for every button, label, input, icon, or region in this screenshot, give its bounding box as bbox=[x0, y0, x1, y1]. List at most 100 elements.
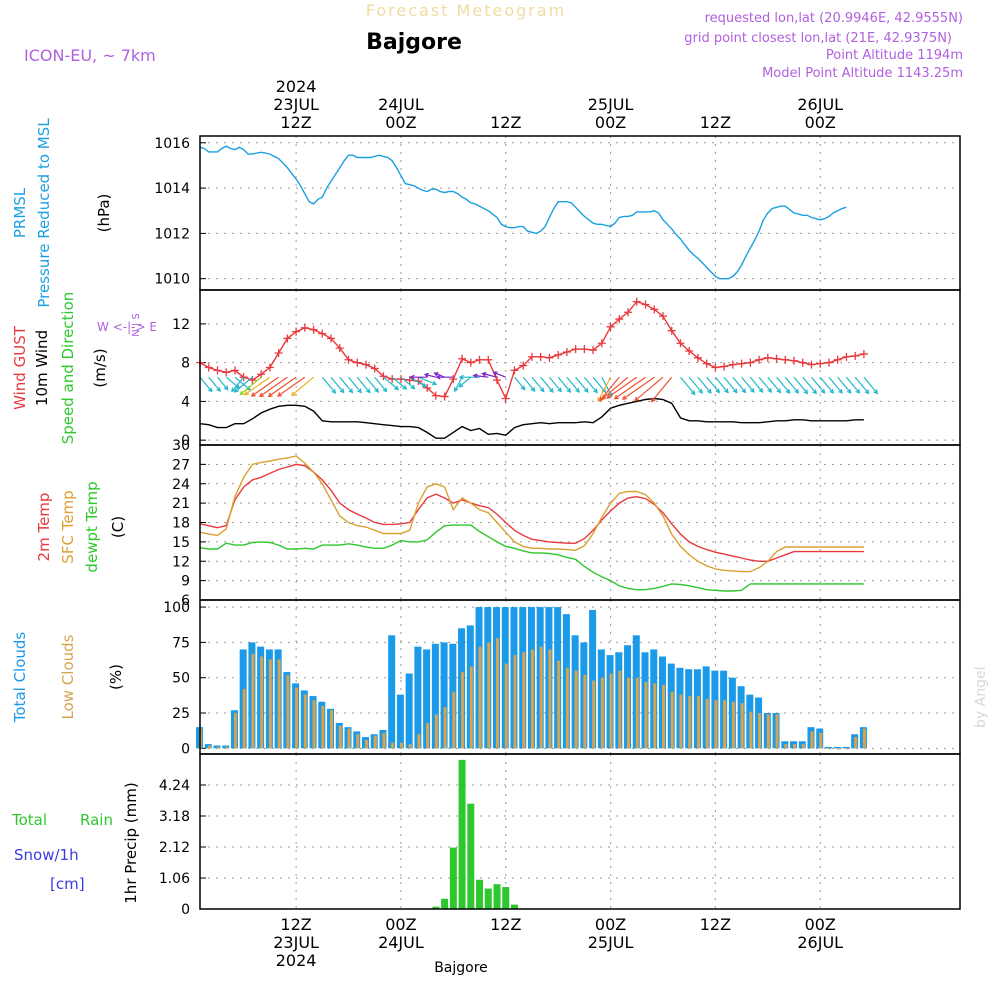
low-cloud-bar bbox=[312, 700, 316, 749]
y-tick-label: 75 bbox=[172, 635, 190, 651]
gust-marker bbox=[327, 334, 336, 343]
gust-marker bbox=[510, 366, 519, 375]
gust-marker bbox=[606, 322, 615, 331]
low-cloud-bar bbox=[417, 734, 421, 749]
low-cloud-bar bbox=[260, 656, 264, 749]
gust-marker bbox=[554, 350, 563, 359]
gust-marker bbox=[728, 360, 737, 369]
y-tick-label: 2.12 bbox=[159, 840, 190, 856]
rain-bar bbox=[458, 759, 466, 909]
header-point-altitude: Point Altitude 1194m bbox=[826, 48, 963, 63]
gust-marker bbox=[379, 372, 388, 381]
total-cloud-bar bbox=[842, 746, 850, 749]
y-tick-label: 8 bbox=[181, 356, 190, 372]
wind-arrow bbox=[233, 376, 253, 393]
total-cloud-bar bbox=[405, 673, 413, 749]
wind-arrow bbox=[583, 376, 598, 394]
gust-marker bbox=[580, 345, 589, 354]
wind-arrow bbox=[208, 376, 221, 392]
panel-label: Total Clouds bbox=[11, 632, 29, 724]
y-tick-label: 25 bbox=[172, 706, 190, 722]
gust-marker bbox=[431, 391, 440, 400]
wind-arrow bbox=[557, 376, 572, 393]
low-cloud-bar bbox=[635, 677, 639, 749]
wind-arrow bbox=[531, 376, 545, 393]
gust-marker bbox=[833, 355, 842, 364]
wind-arrow bbox=[540, 376, 554, 393]
bottom-tick-label: 24JUL bbox=[378, 933, 424, 952]
wind-arrow bbox=[845, 376, 861, 394]
gust-marker bbox=[318, 329, 327, 338]
panel-label: Speed and Direction bbox=[59, 292, 77, 445]
wind-arrow bbox=[723, 376, 738, 394]
wind-arrow bbox=[819, 376, 834, 394]
gust-marker bbox=[589, 346, 598, 355]
wind-arrow bbox=[522, 376, 536, 392]
gust-marker bbox=[772, 354, 781, 363]
wind-arrow bbox=[514, 376, 526, 391]
y-tick-label: 27 bbox=[172, 457, 190, 473]
y-tick-label: 1012 bbox=[154, 226, 190, 242]
gust-marker bbox=[204, 363, 213, 372]
total-cloud-bar bbox=[388, 635, 396, 749]
rain-bar bbox=[449, 847, 457, 909]
top-tick-label: 12Z bbox=[280, 113, 311, 132]
low-cloud-bar bbox=[207, 745, 211, 749]
gust-marker bbox=[283, 334, 292, 343]
wind-arrow bbox=[239, 376, 262, 396]
bottom-tick-label: 23JUL bbox=[273, 933, 319, 952]
low-cloud-bar bbox=[766, 714, 770, 749]
wind-arrow bbox=[472, 373, 489, 379]
gust-marker bbox=[344, 355, 353, 364]
low-cloud-bar bbox=[793, 744, 797, 749]
gust-marker bbox=[527, 352, 536, 361]
panel-label: SFC Temp bbox=[59, 490, 77, 563]
gust-marker bbox=[274, 348, 283, 357]
low-cloud-bar bbox=[731, 701, 735, 749]
gust-marker bbox=[658, 312, 667, 321]
low-cloud-bar bbox=[496, 638, 500, 749]
gust-marker bbox=[300, 323, 309, 332]
gust-marker bbox=[615, 315, 624, 324]
wind-arrow bbox=[330, 376, 345, 394]
total-cloud-bar bbox=[414, 646, 422, 749]
low-cloud-bar bbox=[862, 728, 866, 749]
low-cloud-bar bbox=[356, 734, 360, 749]
wind-arrow bbox=[706, 376, 721, 394]
wind-arrow bbox=[418, 376, 438, 386]
low-cloud-bar bbox=[740, 703, 744, 749]
total-cloud-bar bbox=[824, 746, 832, 749]
wind-arrow bbox=[391, 376, 408, 390]
low-cloud-bar bbox=[827, 748, 831, 750]
total-cloud-bar bbox=[431, 643, 439, 749]
low-cloud-bar bbox=[443, 707, 447, 749]
gust-marker bbox=[222, 368, 231, 377]
compass-ns: N | S bbox=[131, 313, 142, 337]
low-cloud-bar bbox=[670, 691, 674, 749]
low-cloud-bar bbox=[644, 681, 648, 749]
low-cloud-bar bbox=[688, 696, 692, 749]
top-tick-label: 12Z bbox=[490, 113, 521, 132]
wind-arrow bbox=[606, 376, 638, 399]
low-cloud-bar bbox=[391, 742, 395, 749]
wind-arrow bbox=[409, 374, 428, 380]
panel-label: Low Clouds bbox=[59, 634, 77, 719]
bottom-tick-label: 26JUL bbox=[797, 933, 843, 952]
gust-marker bbox=[676, 339, 685, 348]
low-cloud-bar bbox=[749, 711, 753, 749]
panel-label: (C) bbox=[109, 516, 127, 538]
bottom-tick-label: 00Z bbox=[805, 915, 836, 934]
wind-arrow bbox=[365, 376, 380, 393]
wind-arrow bbox=[758, 376, 773, 393]
rain-bar bbox=[493, 884, 501, 909]
low-cloud-bar bbox=[225, 746, 229, 749]
gust-marker bbox=[720, 362, 729, 371]
wind-arrow bbox=[548, 376, 562, 393]
header-top-title: Forecast Meteogram bbox=[366, 1, 566, 20]
y-tick-label: 0 bbox=[181, 741, 190, 757]
gust-marker bbox=[475, 355, 484, 364]
gust-marker bbox=[335, 344, 344, 353]
gust-marker bbox=[746, 358, 755, 367]
